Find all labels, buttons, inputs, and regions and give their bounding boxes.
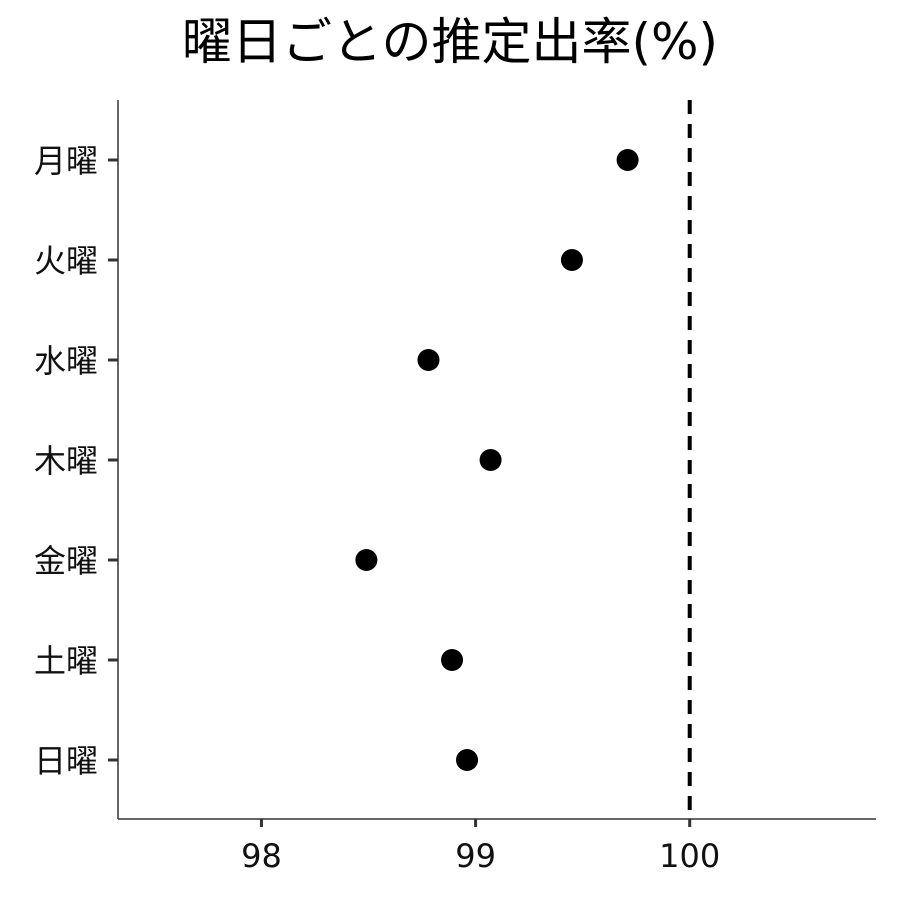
data-point (560, 249, 583, 271)
y-tick-label: 日曜 (34, 742, 98, 780)
y-tick-label: 金曜 (34, 542, 98, 580)
data-point (616, 149, 639, 171)
data-point (355, 549, 378, 571)
x-tick-label: 98 (241, 837, 282, 875)
y-tick-label: 水曜 (34, 342, 98, 380)
data-point (417, 349, 440, 371)
y-tick-label: 木曜 (34, 442, 98, 480)
y-tick-label: 月曜 (34, 142, 98, 180)
y-tick-label: 土曜 (34, 642, 98, 680)
data-point (456, 749, 479, 771)
x-tick-label: 100 (659, 837, 720, 875)
y-tick-label: 火曜 (34, 242, 98, 280)
data-point (441, 649, 464, 671)
chart-title: 曜日ごとの推定出率(%) (181, 13, 719, 71)
data-point (479, 449, 502, 471)
x-tick-label: 99 (455, 837, 496, 875)
